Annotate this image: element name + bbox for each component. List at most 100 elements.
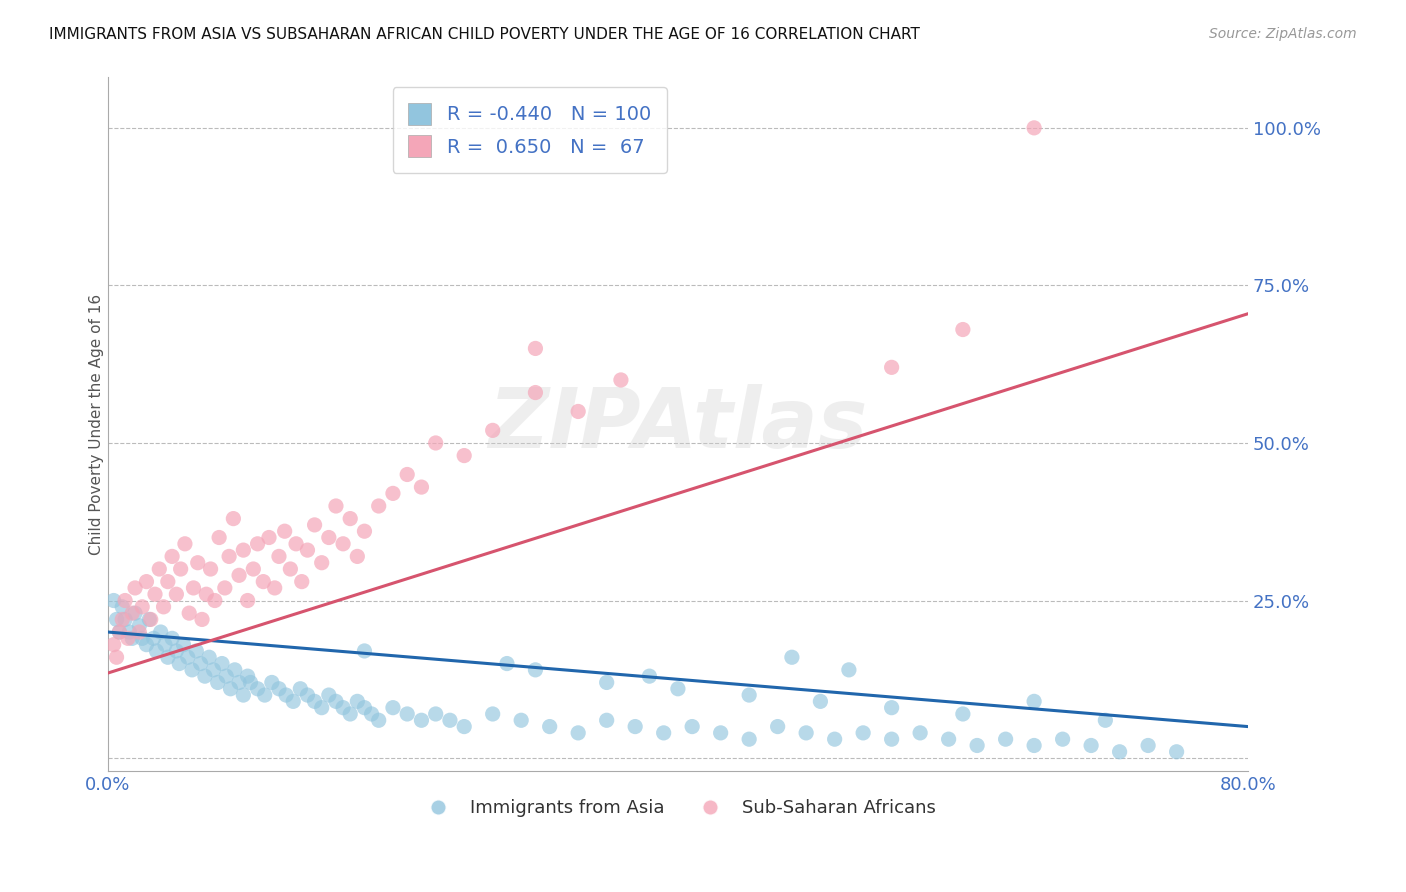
- Point: [145, 644, 167, 658]
- Point: [260, 675, 283, 690]
- Point: [228, 675, 250, 690]
- Point: [169, 562, 191, 576]
- Point: [253, 688, 276, 702]
- Point: [666, 681, 689, 696]
- Point: [880, 700, 903, 714]
- Point: [131, 632, 153, 646]
- Point: [360, 706, 382, 721]
- Point: [567, 404, 589, 418]
- Point: [367, 499, 389, 513]
- Point: [396, 706, 419, 721]
- Point: [124, 606, 146, 620]
- Point: [1108, 745, 1130, 759]
- Point: [353, 700, 375, 714]
- Point: [283, 694, 305, 708]
- Point: [186, 644, 208, 658]
- Point: [224, 663, 246, 677]
- Point: [200, 562, 222, 576]
- Point: [183, 581, 205, 595]
- Point: [103, 638, 125, 652]
- Point: [156, 574, 179, 589]
- Point: [1137, 739, 1160, 753]
- Point: [624, 720, 647, 734]
- Point: [160, 632, 183, 646]
- Point: [367, 713, 389, 727]
- Point: [567, 726, 589, 740]
- Point: [103, 593, 125, 607]
- Point: [232, 543, 254, 558]
- Point: [219, 681, 242, 696]
- Point: [481, 423, 503, 437]
- Point: [453, 449, 475, 463]
- Point: [138, 612, 160, 626]
- Point: [297, 688, 319, 702]
- Point: [1024, 694, 1046, 708]
- Point: [938, 732, 960, 747]
- Point: [738, 688, 761, 702]
- Point: [346, 549, 368, 564]
- Point: [738, 732, 761, 747]
- Point: [353, 644, 375, 658]
- Point: [111, 612, 134, 626]
- Point: [177, 650, 200, 665]
- Point: [128, 625, 150, 640]
- Point: [304, 694, 326, 708]
- Point: [252, 574, 274, 589]
- Point: [236, 593, 259, 607]
- Point: [880, 360, 903, 375]
- Point: [131, 599, 153, 614]
- Point: [194, 669, 217, 683]
- Point: [153, 638, 176, 652]
- Point: [1052, 732, 1074, 747]
- Point: [121, 606, 143, 620]
- Point: [339, 511, 361, 525]
- Point: [222, 511, 245, 525]
- Point: [411, 480, 433, 494]
- Point: [173, 638, 195, 652]
- Point: [332, 700, 354, 714]
- Point: [766, 720, 789, 734]
- Point: [710, 726, 733, 740]
- Point: [285, 537, 308, 551]
- Point: [339, 706, 361, 721]
- Point: [242, 562, 264, 576]
- Point: [291, 574, 314, 589]
- Point: [165, 587, 187, 601]
- Point: [273, 524, 295, 539]
- Point: [239, 675, 262, 690]
- Point: [966, 739, 988, 753]
- Point: [165, 644, 187, 658]
- Point: [908, 726, 931, 740]
- Text: Source: ZipAtlas.com: Source: ZipAtlas.com: [1209, 27, 1357, 41]
- Point: [118, 625, 141, 640]
- Point: [1094, 713, 1116, 727]
- Point: [880, 732, 903, 747]
- Point: [124, 581, 146, 595]
- Point: [105, 612, 128, 626]
- Point: [267, 549, 290, 564]
- Point: [353, 524, 375, 539]
- Point: [838, 663, 860, 677]
- Point: [780, 650, 803, 665]
- Point: [114, 612, 136, 626]
- Point: [638, 669, 661, 683]
- Point: [236, 669, 259, 683]
- Point: [128, 619, 150, 633]
- Point: [381, 700, 404, 714]
- Point: [108, 625, 131, 640]
- Text: IMMIGRANTS FROM ASIA VS SUBSAHARAN AFRICAN CHILD POVERTY UNDER THE AGE OF 16 COR: IMMIGRANTS FROM ASIA VS SUBSAHARAN AFRIC…: [49, 27, 920, 42]
- Point: [1024, 120, 1046, 135]
- Point: [346, 694, 368, 708]
- Point: [215, 669, 238, 683]
- Point: [439, 713, 461, 727]
- Point: [808, 694, 831, 708]
- Point: [538, 720, 561, 734]
- Point: [156, 650, 179, 665]
- Point: [1024, 739, 1046, 753]
- Point: [325, 499, 347, 513]
- Point: [952, 706, 974, 721]
- Y-axis label: Child Poverty Under the Age of 16: Child Poverty Under the Age of 16: [90, 293, 104, 555]
- Point: [232, 688, 254, 702]
- Point: [139, 612, 162, 626]
- Point: [218, 549, 240, 564]
